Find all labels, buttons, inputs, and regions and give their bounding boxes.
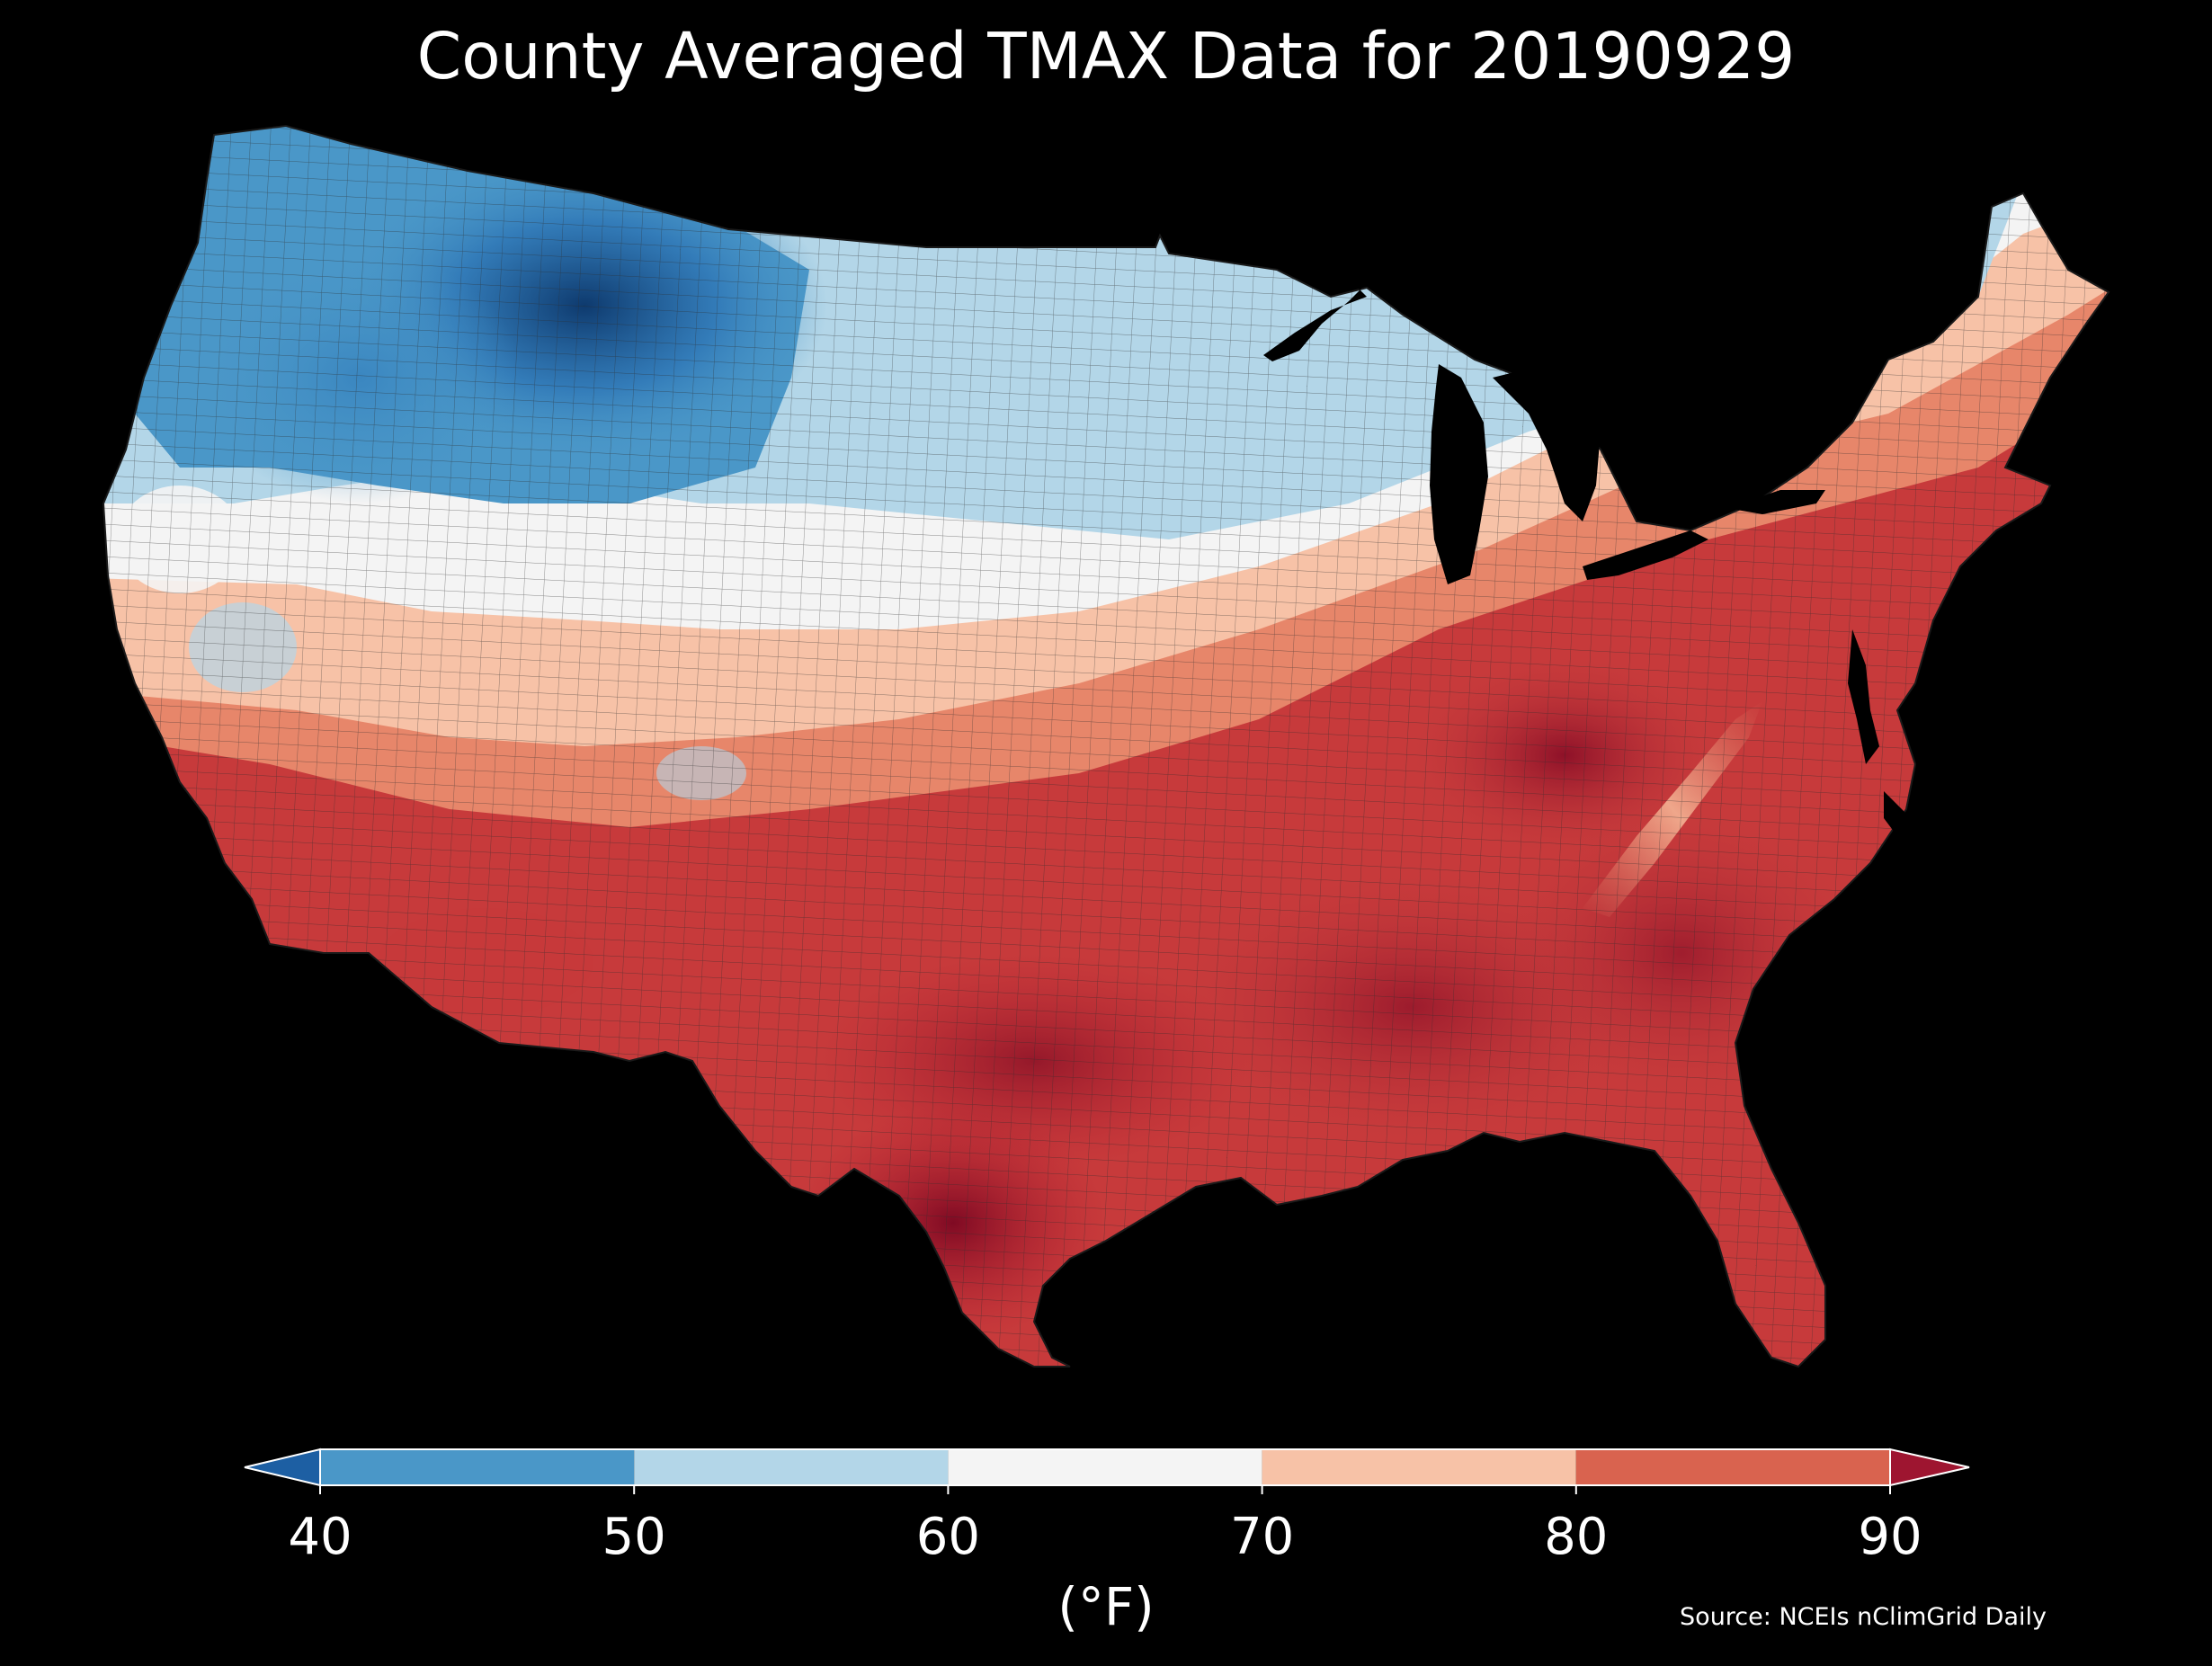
lake-ontario [1726, 490, 1825, 514]
colorbar-bins [244, 1448, 1970, 1494]
great-lakes [1263, 274, 1825, 584]
chesapeake-bay [1848, 629, 1879, 764]
colorbar-outline [319, 1448, 1891, 1486]
colorbar-tick-label: 70 [1229, 1508, 1295, 1566]
pamlico-sound [1884, 791, 1906, 836]
colorbar-bin [1575, 1449, 1890, 1485]
colorbar-bin [1262, 1449, 1576, 1485]
lake-huron [1493, 369, 1601, 521]
lake-erie [1583, 530, 1708, 580]
source-attribution: Source: NCEIs nClimGrid Daily [1680, 1603, 2047, 1631]
colorbar-tick-label: 40 [288, 1508, 352, 1566]
lake-superior [1263, 274, 1376, 361]
colorbar-extend-low [244, 1448, 321, 1487]
colorbar-bin [948, 1449, 1262, 1485]
colorbar-tick-label: 80 [1544, 1508, 1609, 1566]
colorbar-tick-label: 50 [602, 1508, 666, 1566]
map-title: County Averaged TMAX Data for 20190929 [416, 19, 1796, 94]
us-outline [102, 124, 2110, 1368]
colorbar-tick-label: 60 [915, 1508, 981, 1566]
colorbar-extend-high [1889, 1448, 1970, 1487]
lake-michigan [1430, 364, 1488, 584]
colorbar-tick-label: 90 [1858, 1508, 1922, 1566]
colorbar-unit-label: (°F) [1057, 1576, 1155, 1637]
colorbar-bin [634, 1449, 949, 1485]
colorbar-bin [320, 1449, 635, 1485]
